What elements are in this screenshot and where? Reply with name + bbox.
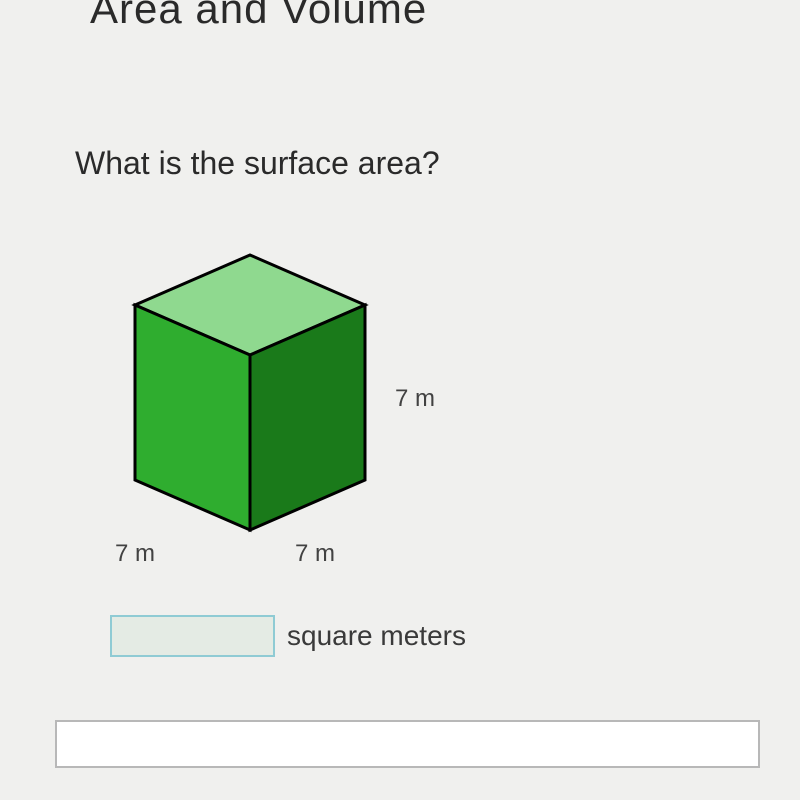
dimension-label-bottom-left: 7 m bbox=[115, 540, 155, 568]
cube-svg bbox=[115, 240, 385, 550]
bottom-text-input[interactable] bbox=[55, 720, 760, 768]
cube-diagram bbox=[115, 240, 385, 550]
answer-row: square meters bbox=[110, 615, 466, 657]
answer-input[interactable] bbox=[110, 615, 275, 657]
page-container: Area and Volume What is the surface area… bbox=[0, 0, 800, 800]
answer-unit-label: square meters bbox=[287, 620, 466, 652]
dimension-label-right: 7 m bbox=[395, 385, 435, 413]
dimension-label-bottom-right: 7 m bbox=[295, 540, 335, 568]
question-text: What is the surface area? bbox=[75, 145, 440, 182]
header-partial-title: Area and Volume bbox=[90, 0, 427, 33]
